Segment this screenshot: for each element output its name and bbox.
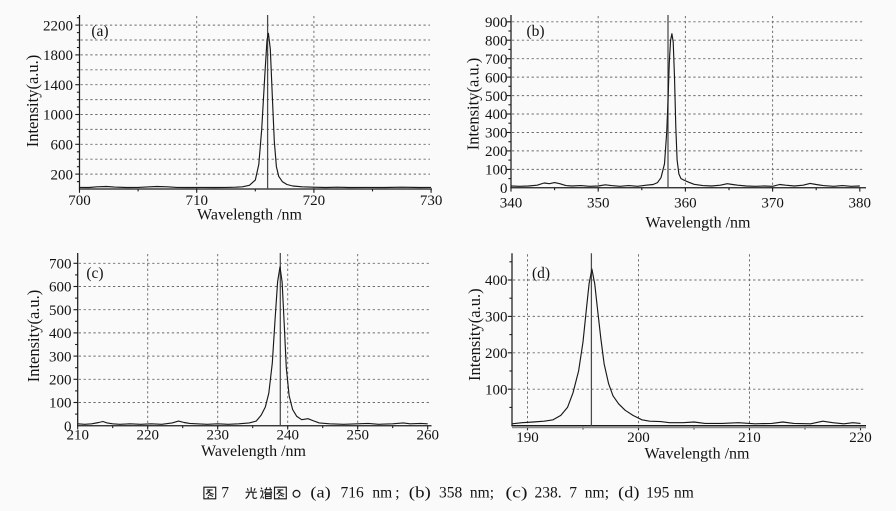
svg-text:nm: nm: [674, 485, 694, 502]
svg-text:500: 500: [485, 89, 508, 105]
svg-text:Wavelength /nm: Wavelength /nm: [197, 207, 302, 224]
svg-text:400: 400: [485, 107, 508, 123]
svg-text:710: 710: [185, 193, 208, 209]
svg-text:Intensity(a.u.): Intensity(a.u.): [463, 58, 482, 151]
svg-text:600: 600: [49, 280, 72, 296]
svg-text:358: 358: [439, 485, 463, 502]
svg-text:(a): (a): [310, 485, 330, 502]
svg-text:;: ;: [490, 485, 494, 502]
svg-text:250: 250: [346, 428, 369, 444]
svg-text:370: 370: [761, 196, 784, 212]
svg-text:700: 700: [49, 257, 72, 273]
svg-text:2200: 2200: [43, 18, 73, 34]
svg-text:200: 200: [485, 346, 508, 362]
svg-text:Wavelength /nm: Wavelength /nm: [201, 443, 306, 460]
svg-text:210: 210: [738, 430, 761, 446]
svg-text:1000: 1000: [43, 108, 73, 124]
svg-text:600: 600: [485, 70, 508, 86]
svg-text:300: 300: [485, 126, 508, 142]
svg-text:Intensity(a.u.): Intensity(a.u.): [24, 290, 43, 383]
svg-text:220: 220: [849, 430, 872, 446]
svg-text:(b): (b): [526, 23, 544, 40]
svg-text:(d): (d): [618, 485, 639, 502]
svg-text:600: 600: [51, 138, 74, 154]
svg-text:;: ;: [395, 485, 399, 502]
svg-text:200: 200: [485, 144, 508, 160]
svg-text:1400: 1400: [43, 78, 73, 94]
svg-text:100: 100: [485, 382, 508, 398]
svg-text:Wavelength /nm: Wavelength /nm: [646, 215, 751, 232]
svg-text:500: 500: [49, 303, 72, 319]
svg-text:700: 700: [68, 193, 91, 209]
svg-text:220: 220: [136, 428, 159, 444]
svg-text:300: 300: [485, 310, 508, 326]
svg-text:238.: 238.: [535, 485, 562, 502]
svg-text:210: 210: [66, 428, 89, 444]
svg-text:730: 730: [420, 193, 443, 209]
svg-text:260: 260: [416, 428, 439, 444]
svg-text:400: 400: [49, 326, 72, 342]
svg-text:380: 380: [849, 196, 872, 212]
svg-text:350: 350: [587, 196, 610, 212]
svg-text:300: 300: [49, 349, 72, 365]
svg-text:nm: nm: [372, 485, 392, 502]
svg-text:900: 900: [485, 15, 508, 31]
svg-text:240: 240: [276, 428, 299, 444]
svg-text:Intensity(a.u.): Intensity(a.u.): [23, 55, 42, 148]
svg-text:(b): (b): [409, 485, 431, 502]
svg-text:200: 200: [627, 430, 650, 446]
svg-text:nm: nm: [585, 485, 605, 502]
svg-text:7: 7: [221, 485, 229, 502]
svg-text:190: 190: [516, 430, 539, 446]
svg-text:360: 360: [674, 196, 697, 212]
svg-text:230: 230: [206, 428, 229, 444]
svg-text:195: 195: [646, 485, 670, 502]
svg-text:Wavelength /nm: Wavelength /nm: [645, 446, 750, 463]
svg-text:;: ;: [605, 485, 609, 502]
svg-text:1800: 1800: [43, 48, 73, 64]
svg-text:(a): (a): [91, 23, 108, 40]
svg-text:340: 340: [500, 196, 523, 212]
svg-text:200: 200: [51, 167, 74, 183]
svg-text:700: 700: [485, 52, 508, 68]
svg-text:100: 100: [49, 396, 72, 412]
svg-text:Intensity(a.u.): Intensity(a.u.): [465, 288, 484, 381]
svg-text:200: 200: [49, 373, 72, 389]
svg-text:(c): (c): [86, 265, 103, 282]
svg-text:(d): (d): [532, 265, 550, 282]
svg-text:800: 800: [485, 33, 508, 49]
svg-text:nm: nm: [470, 485, 490, 502]
svg-text:0: 0: [500, 181, 508, 197]
svg-text:0: 0: [64, 419, 72, 435]
svg-text:7: 7: [569, 485, 577, 502]
svg-text:720: 720: [303, 193, 326, 209]
svg-text:100: 100: [485, 163, 508, 179]
svg-text:716: 716: [341, 485, 365, 502]
svg-text:400: 400: [485, 273, 508, 289]
svg-text:(c): (c): [506, 485, 528, 502]
